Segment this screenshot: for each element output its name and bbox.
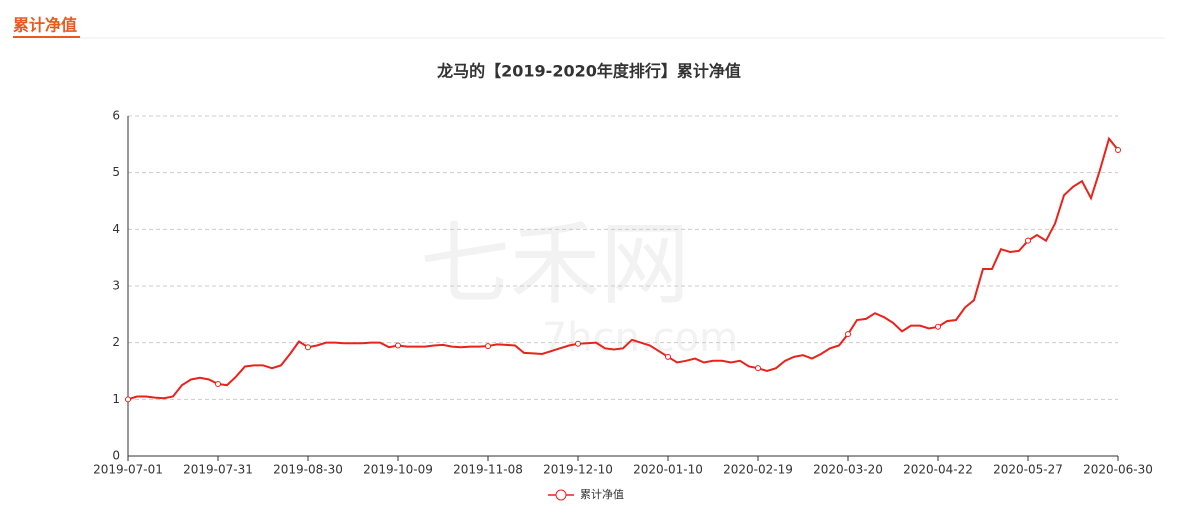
x-tick-label: 2020-03-20 xyxy=(813,463,883,477)
point-marker xyxy=(215,381,221,388)
point-marker xyxy=(305,344,311,351)
y-tick-label: 6 xyxy=(112,109,120,123)
point-marker xyxy=(665,353,671,360)
x-tick-label: 2019-07-01 xyxy=(93,463,163,477)
point-marker xyxy=(1115,147,1121,153)
legend-marker xyxy=(555,489,567,501)
y-tick-label: 3 xyxy=(112,279,120,293)
y-tick-label: 4 xyxy=(112,222,120,236)
x-tick-label: 2019-11-08 xyxy=(453,463,523,477)
x-tick-label: 2020-05-27 xyxy=(993,463,1063,477)
x-tick-label: 2019-08-30 xyxy=(273,463,343,477)
tab-title[interactable]: 累计净值 xyxy=(13,16,77,35)
x-tick-label: 2020-06-30 xyxy=(1083,463,1153,477)
chart-title: 龙马的【2019-2020年度排行】累计净值 xyxy=(436,62,741,81)
y-tick-label: 5 xyxy=(112,165,120,179)
x-tick-label: 2020-04-22 xyxy=(903,463,973,477)
y-tick-label: 0 xyxy=(112,449,120,463)
x-tick-label: 2020-01-10 xyxy=(633,463,703,477)
point-marker xyxy=(395,342,401,349)
x-tick-label: 2020-02-19 xyxy=(723,463,793,477)
point-marker xyxy=(125,396,131,403)
series-line xyxy=(127,136,1119,401)
point-marker xyxy=(935,323,941,330)
y-tick-label: 1 xyxy=(112,392,120,406)
point-marker xyxy=(485,343,491,350)
x-tick-label: 2019-12-10 xyxy=(543,463,613,477)
point-marker xyxy=(1025,237,1031,244)
point-marker xyxy=(575,340,581,347)
legend-label: 累计净值 xyxy=(580,487,624,501)
x-tick-label: 2019-10-09 xyxy=(363,463,433,477)
y-tick-label: 2 xyxy=(112,335,120,349)
point-marker xyxy=(845,331,851,338)
watermark-site: 7hcn.com xyxy=(542,315,738,361)
watermark-brand: 七禾网 xyxy=(420,212,690,317)
x-tick-label: 2019-07-31 xyxy=(183,463,253,477)
point-marker xyxy=(755,365,761,372)
